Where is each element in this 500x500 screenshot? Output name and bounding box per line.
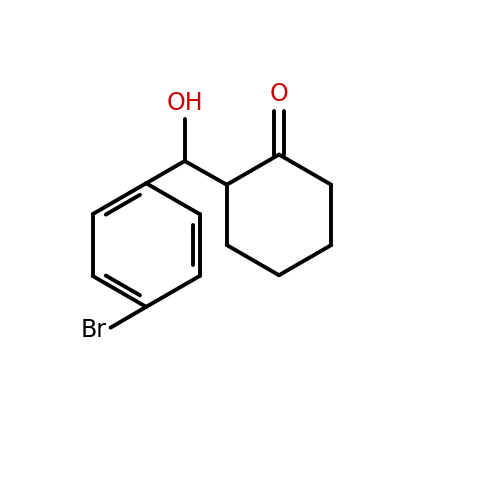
Text: OH: OH	[166, 91, 203, 115]
Text: Br: Br	[80, 318, 106, 342]
Text: O: O	[270, 82, 288, 106]
